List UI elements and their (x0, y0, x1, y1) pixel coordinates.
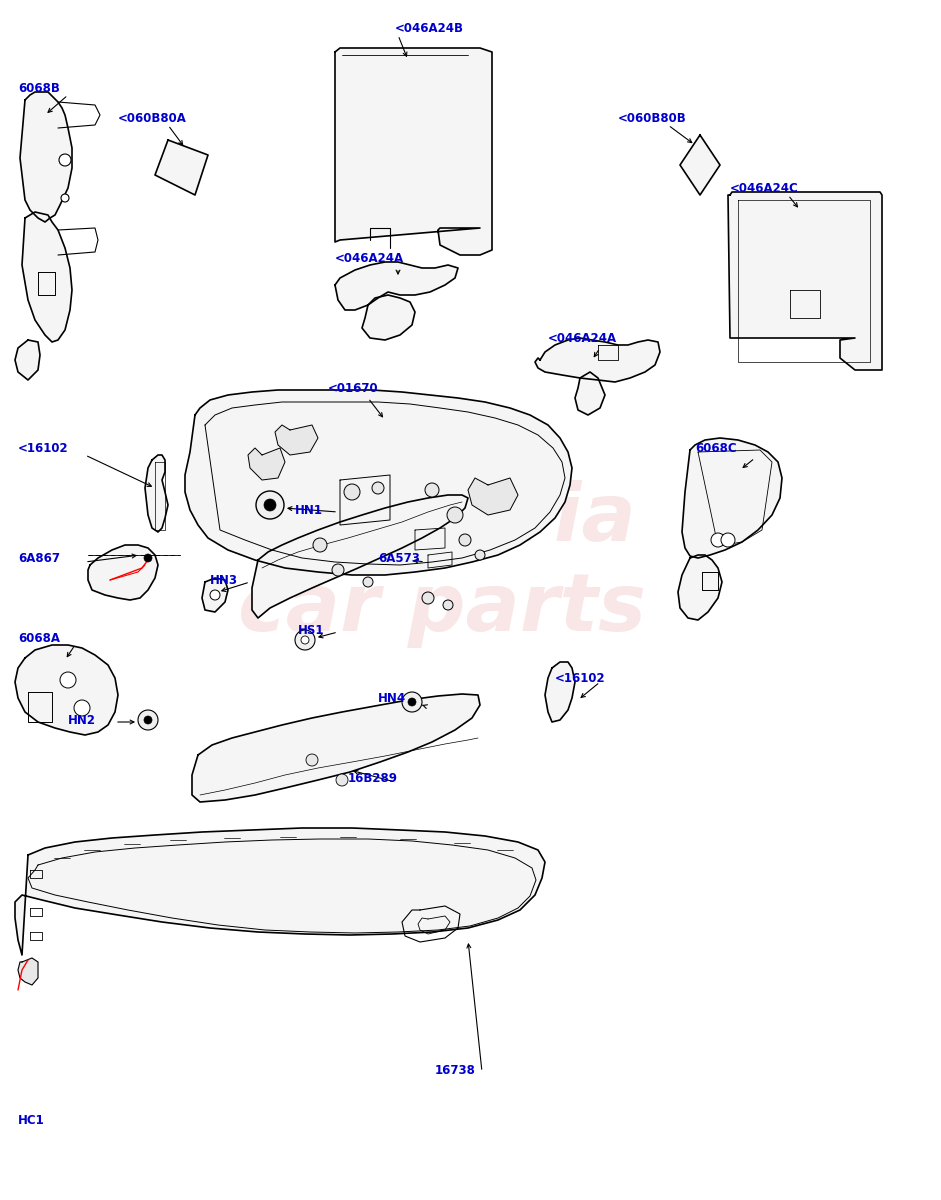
Polygon shape (145, 455, 168, 532)
Circle shape (443, 600, 453, 610)
Circle shape (264, 499, 276, 511)
Polygon shape (252, 494, 468, 618)
Circle shape (447, 506, 463, 523)
Text: HN3: HN3 (210, 574, 238, 587)
Text: 16B289: 16B289 (348, 772, 398, 785)
Text: <060B80A: <060B80A (118, 112, 187, 125)
Circle shape (61, 194, 69, 202)
Polygon shape (18, 958, 38, 985)
Polygon shape (15, 340, 40, 380)
Polygon shape (468, 478, 518, 515)
Polygon shape (15, 646, 118, 734)
Circle shape (144, 554, 152, 562)
Polygon shape (202, 578, 228, 612)
Polygon shape (535, 338, 660, 382)
Circle shape (721, 533, 735, 547)
Text: 6A867: 6A867 (18, 552, 60, 564)
Circle shape (60, 672, 76, 688)
Text: 6068B: 6068B (18, 82, 60, 95)
Polygon shape (88, 545, 158, 600)
Polygon shape (155, 140, 208, 194)
Circle shape (313, 538, 327, 552)
Circle shape (344, 484, 360, 500)
Polygon shape (15, 828, 545, 955)
Polygon shape (275, 425, 318, 455)
Circle shape (74, 700, 90, 716)
Text: <046A24A: <046A24A (335, 252, 404, 264)
Circle shape (256, 491, 284, 518)
Polygon shape (678, 554, 722, 620)
Text: HN4: HN4 (378, 691, 407, 704)
Text: scuderia
car parts: scuderia car parts (238, 480, 646, 648)
Text: HN1: HN1 (295, 504, 323, 516)
Text: <16102: <16102 (555, 672, 606, 684)
Text: 6068C: 6068C (695, 442, 737, 455)
Circle shape (301, 636, 309, 644)
Text: <060B80B: <060B80B (618, 112, 687, 125)
Circle shape (336, 774, 348, 786)
Polygon shape (335, 262, 458, 310)
Text: HN2: HN2 (68, 714, 96, 726)
Polygon shape (248, 448, 285, 480)
Text: <16102: <16102 (18, 442, 69, 455)
Circle shape (408, 698, 416, 706)
Polygon shape (545, 662, 575, 722)
Text: 6068A: 6068A (18, 631, 60, 644)
Polygon shape (185, 390, 572, 575)
Circle shape (295, 630, 315, 650)
Polygon shape (335, 48, 492, 254)
Text: 6A573: 6A573 (378, 552, 420, 564)
Circle shape (402, 692, 422, 712)
Polygon shape (362, 295, 415, 340)
Circle shape (332, 564, 344, 576)
Text: 16738: 16738 (435, 1063, 476, 1076)
Circle shape (711, 533, 725, 547)
Text: <046A24A: <046A24A (548, 331, 617, 344)
Circle shape (138, 710, 158, 730)
Circle shape (425, 482, 439, 497)
Polygon shape (680, 134, 720, 194)
Polygon shape (20, 92, 72, 222)
Circle shape (59, 154, 71, 166)
Circle shape (144, 716, 152, 724)
Text: <046A24C: <046A24C (730, 181, 799, 194)
Text: <01670: <01670 (328, 382, 378, 395)
Polygon shape (22, 212, 72, 342)
Text: HS1: HS1 (298, 624, 325, 636)
Polygon shape (728, 192, 882, 370)
Circle shape (372, 482, 384, 494)
Circle shape (306, 754, 318, 766)
Circle shape (363, 577, 373, 587)
Circle shape (422, 592, 434, 604)
Circle shape (475, 550, 485, 560)
Circle shape (459, 534, 471, 546)
Text: HC1: HC1 (18, 1114, 45, 1127)
Polygon shape (682, 438, 782, 558)
Circle shape (210, 590, 220, 600)
Polygon shape (575, 372, 605, 415)
Polygon shape (192, 694, 480, 802)
Text: <046A24B: <046A24B (395, 22, 464, 35)
